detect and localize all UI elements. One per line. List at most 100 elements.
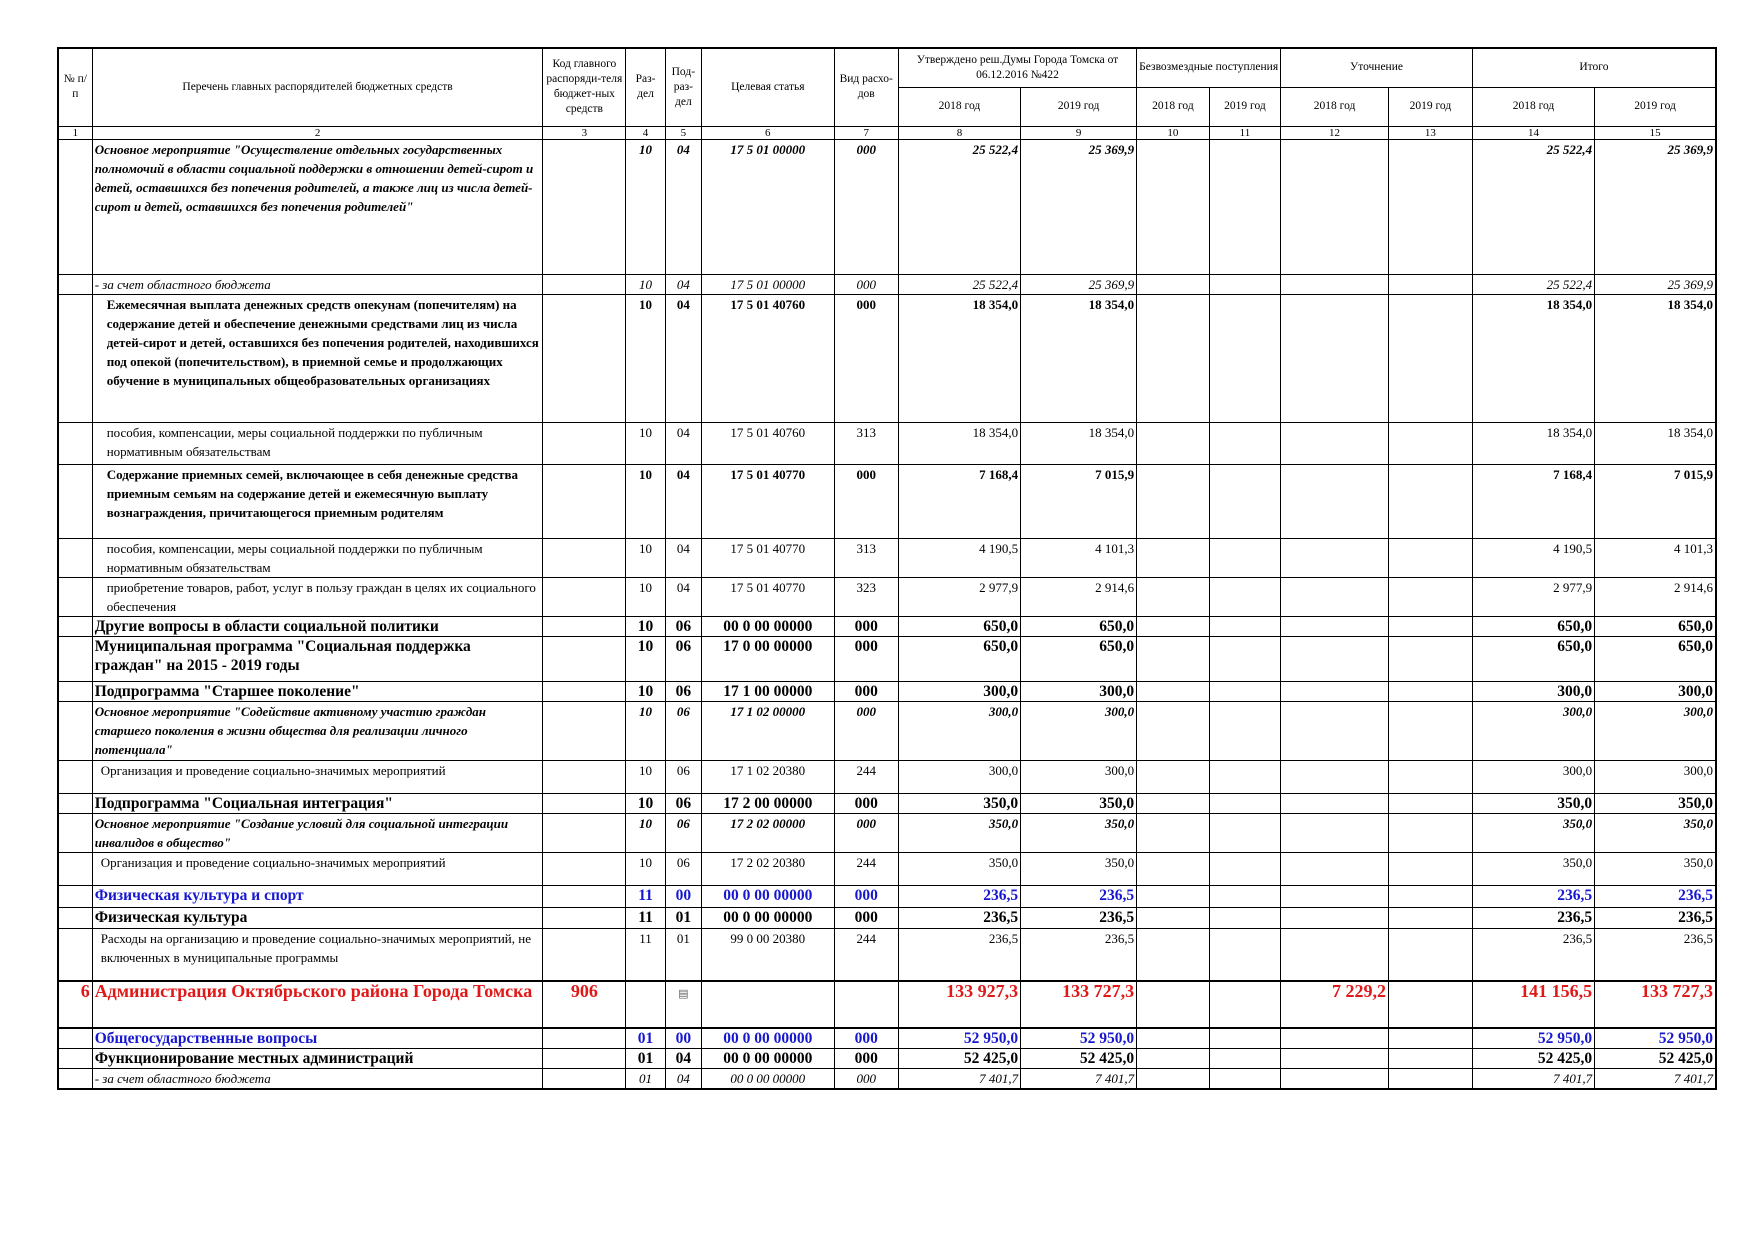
row-num: [57, 421, 93, 465]
row-total-2019: 25 369,9: [1594, 138, 1717, 275]
row-free-2018: [1136, 884, 1210, 908]
row-name: Физическая культура: [91, 906, 544, 929]
header-free: Безвозмездные поступления: [1136, 47, 1282, 88]
row-approved-2019: 300,0: [1020, 759, 1138, 794]
row-vid: 244: [833, 759, 899, 794]
row-approved-2018: 25 522,4: [897, 273, 1022, 295]
row-total-2019: 300,0: [1594, 680, 1717, 702]
row-razdel: 10: [625, 537, 666, 578]
colnum-12: 12: [1280, 125, 1389, 140]
row-num: [57, 906, 93, 929]
row-article: 00 0 00 00000: [700, 884, 835, 908]
row-article: [700, 980, 835, 1029]
row-total-2019: 7 015,9: [1594, 463, 1717, 539]
row-approved-2019: 18 354,0: [1020, 421, 1138, 465]
table-row: Организация и проведение социально-значи…: [57, 851, 1717, 886]
row-code: [542, 1068, 627, 1090]
colnum-9: 9: [1020, 125, 1138, 140]
row-free-2018: [1136, 615, 1210, 637]
row-name: - за счет областного бюджета: [91, 1068, 544, 1090]
row-name: Другие вопросы в области социальной поли…: [91, 615, 544, 637]
row-podrazdel: 04: [664, 463, 702, 539]
row-total-2018: 141 156,5: [1471, 980, 1596, 1029]
row-code: [542, 759, 627, 794]
row-article: 17 2 02 00000: [700, 812, 835, 853]
row-article: 00 0 00 00000: [700, 1027, 835, 1049]
row-clar-2019: [1387, 463, 1473, 539]
row-clar-2019: [1387, 1027, 1473, 1049]
row-total-2019: 300,0: [1594, 700, 1717, 761]
row-name: Расходы на организацию и проведение соци…: [91, 927, 544, 982]
row-total-2019: 300,0: [1594, 759, 1717, 794]
row-code: [542, 700, 627, 761]
row-num: [57, 293, 93, 423]
header-total: Итого: [1471, 47, 1717, 88]
row-name: Физическая культура и спорт: [91, 884, 544, 908]
row-article: 17 5 01 40770: [700, 537, 835, 578]
row-approved-2018: 350,0: [897, 851, 1022, 886]
row-name: Основное мероприятие "Содействие активно…: [91, 700, 544, 761]
row-approved-2018: 236,5: [897, 927, 1022, 982]
row-article: 17 5 01 00000: [700, 138, 835, 275]
table-row: Другие вопросы в области социальной поли…: [57, 615, 1717, 637]
row-approved-2018: 7 168,4: [897, 463, 1022, 539]
table-row: Муниципальная программа "Социальная подд…: [57, 635, 1717, 682]
row-code: [542, 792, 627, 814]
row-free-2018: [1136, 759, 1210, 794]
row-code: [542, 680, 627, 702]
row-vid: 000: [833, 812, 899, 853]
row-total-2019: 133 727,3: [1594, 980, 1717, 1029]
row-clar-2019: [1387, 906, 1473, 929]
row-free-2018: [1136, 421, 1210, 465]
row-free-2019: [1208, 273, 1282, 295]
row-clar-2019: [1387, 680, 1473, 702]
row-clar-2019: [1387, 576, 1473, 617]
row-podrazdel: 06: [664, 812, 702, 853]
row-approved-2019: 650,0: [1020, 615, 1138, 637]
row-num: [57, 1048, 93, 1069]
row-clar-2018: [1280, 421, 1389, 465]
row-clar-2018: 7 229,2: [1280, 980, 1389, 1029]
row-clar-2019: [1387, 700, 1473, 761]
row-razdel: 10: [625, 421, 666, 465]
row-free-2019: [1208, 680, 1282, 702]
row-num: [57, 680, 93, 702]
row-clar-2018: [1280, 680, 1389, 702]
row-name: Содержание приемных семей, включающее в …: [91, 463, 544, 539]
row-num: [57, 812, 93, 853]
row-name: - за счет областного бюджета: [91, 273, 544, 295]
row-approved-2018: 52 950,0: [897, 1027, 1022, 1049]
row-clar-2018: [1280, 537, 1389, 578]
row-podrazdel: ▤: [664, 980, 702, 1029]
row-name: Основное мероприятие "Осуществление отде…: [91, 138, 544, 275]
row-approved-2019: 133 727,3: [1020, 980, 1138, 1029]
row-clar-2019: [1387, 927, 1473, 982]
row-free-2018: [1136, 1068, 1210, 1090]
row-free-2019: [1208, 884, 1282, 908]
table-row: Подпрограмма "Социальная интеграция" 10 06…: [57, 792, 1717, 814]
row-approved-2019: 300,0: [1020, 700, 1138, 761]
row-vid: [833, 980, 899, 1029]
row-clar-2019: [1387, 851, 1473, 886]
table-row: Основное мероприятие "Создание условий д…: [57, 812, 1717, 853]
row-article: 17 5 01 00000: [700, 273, 835, 295]
row-approved-2019: 350,0: [1020, 812, 1138, 853]
row-podrazdel: 06: [664, 680, 702, 702]
row-razdel: [625, 980, 666, 1029]
row-clar-2018: [1280, 700, 1389, 761]
row-clar-2018: [1280, 615, 1389, 637]
row-approved-2018: 133 927,3: [897, 980, 1022, 1029]
column-number-row: 1 2 3 4 5 6 7 8 9 10 11 12 13 14 15: [57, 125, 1717, 140]
table-row: Основное мероприятие "Содействие активно…: [57, 700, 1717, 761]
row-num: [57, 927, 93, 982]
row-vid: 000: [833, 273, 899, 295]
row-name: Функционирование местных администраций: [91, 1048, 544, 1069]
row-podrazdel: 04: [664, 1068, 702, 1090]
row-total-2018: 18 354,0: [1471, 421, 1596, 465]
row-razdel: 10: [625, 792, 666, 814]
row-vid: 000: [833, 792, 899, 814]
row-clar-2019: [1387, 615, 1473, 637]
row-vid: 000: [833, 1027, 899, 1049]
row-code: [542, 1027, 627, 1049]
table-row: Общегосударственные вопросы 01 00 00 0 00 0…: [57, 1027, 1717, 1049]
